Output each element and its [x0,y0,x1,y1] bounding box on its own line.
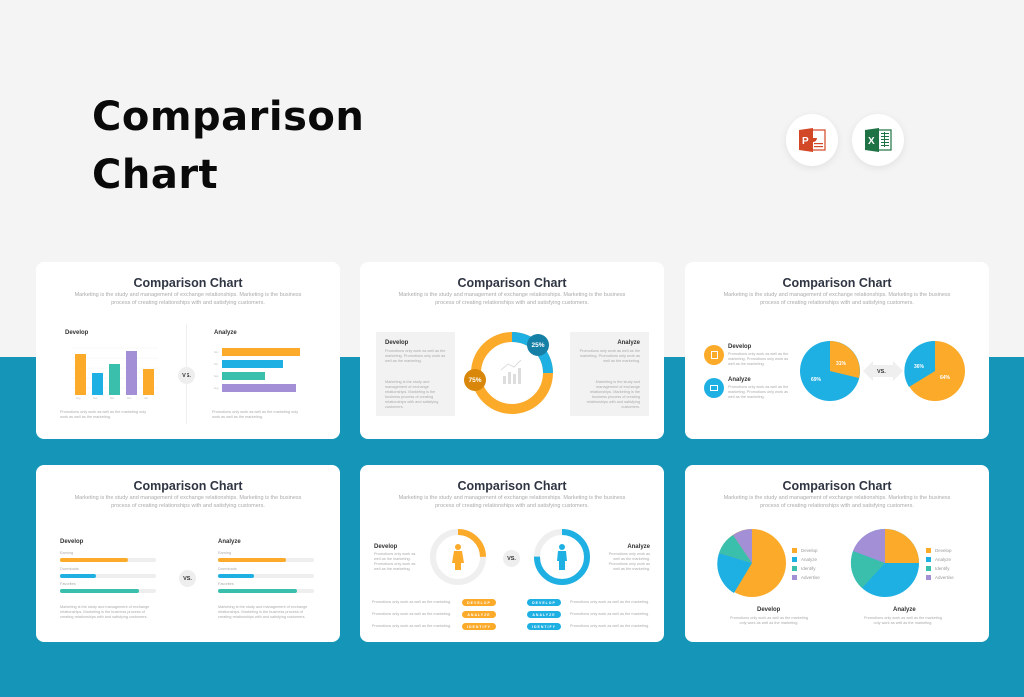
card-title: Comparison Chart [457,479,567,493]
svg-text:P: P [802,136,809,147]
card-subtitle: Marketing is the study and management of… [74,292,302,306]
svg-text:VS.: VS. [877,369,886,375]
legend-develop: Develop [926,548,952,553]
card-title: Comparison Chart [782,276,892,290]
card-title: Comparison Chart [782,479,892,493]
slide-card-segment-pies[interactable]: Comparison Chart Marketing is the study … [685,465,989,642]
excel-icon: X [852,114,904,166]
hero-title: Comparison Chart [92,94,365,198]
document-icon [704,345,724,365]
develop-label: Develop [65,330,89,336]
svg-text:Aug: Aug [214,387,219,390]
card-subtitle: Marketing is the study and management of… [398,495,626,509]
card-title: Comparison Chart [133,276,243,290]
vs-badge: VS. [179,570,196,587]
pct-badge-75: 75% [464,369,486,391]
powerpoint-icon: P [786,114,838,166]
svg-text:64%: 64% [940,375,951,381]
vs-badge: VS. [503,550,520,567]
slide-card-progress[interactable]: Comparison Chart Marketing is the study … [36,465,340,642]
legend-advertise: Advertise [926,575,954,580]
svg-text:Nov: Nov [110,397,115,400]
legend-identify: Identify [926,566,950,571]
analyze-pill[interactable]: ANALYZE [527,611,561,618]
slide-card-person-rings[interactable]: Comparison Chart Marketing is the study … [360,465,664,642]
svg-text:36%: 36% [914,364,925,370]
slide-card-bar-chart[interactable]: Comparison Chart Marketing is the study … [36,262,340,439]
analyze-pie-chart [850,528,919,597]
card-title: Comparison Chart [133,479,243,493]
legend-advertise: Advertise [792,575,820,580]
svg-text:Sep: Sep [93,397,98,400]
pie-chart-right: 36% 64% [904,340,965,401]
develop-pie-chart [717,529,786,597]
card-subtitle: Marketing is the study and management of… [723,292,951,306]
divider [186,324,187,424]
female-ring-chart [430,529,486,585]
legend-analyze: Analyze [792,557,817,562]
svg-text:Aug: Aug [76,397,81,400]
svg-text:Oct: Oct [214,363,218,366]
svg-text:31%: 31% [836,361,847,367]
card-subtitle: Marketing is the study and management of… [398,292,626,306]
legend-analyze: Analyze [926,557,951,562]
identify-pill[interactable]: IDENTIFY [462,623,496,630]
analyze-caption: Promotions only work as well as the mark… [212,410,299,419]
svg-text:Sep: Sep [214,375,219,378]
analyze-label: Analyze [214,330,237,336]
svg-text:Jan: Jan [144,397,149,400]
slide-card-two-pies[interactable]: Comparison Chart Marketing is the study … [685,262,989,439]
male-ring-chart [534,529,590,585]
card-icon [704,378,724,398]
develop-pill[interactable]: DEVELOP [527,599,561,606]
svg-text:X: X [868,136,875,147]
svg-text:Nov: Nov [214,351,219,354]
pct-badge-25: 25% [527,334,549,356]
slide-card-donut[interactable]: Comparison Chart Marketing is the study … [360,262,664,439]
card-subtitle: Marketing is the study and management of… [723,495,951,509]
legend-identify: Identify [792,566,816,571]
develop-caption: Promotions only work as well as the mark… [60,410,147,419]
pie-chart-left: 31% 69% [800,341,860,401]
develop-bar-chart: Aug Sep Nov Dec Jan [72,347,158,400]
analyze-pill[interactable]: ANALYZE [462,611,496,618]
vs-arrow: VS. [863,361,903,381]
svg-text:69%: 69% [811,377,822,383]
card-subtitle: Marketing is the study and management of… [74,495,302,509]
develop-pill[interactable]: DEVELOP [462,599,496,606]
card-title: Comparison Chart [457,276,567,290]
develop-panel: Develop Promotions only work as well as … [376,332,455,416]
identify-pill[interactable]: IDENTIFY [527,623,561,630]
svg-text:Dec: Dec [127,397,132,400]
analyze-bar-chart: Nov Oct Sep Aug [214,348,300,392]
analyze-panel: Analyze Promotions only work as well as … [570,332,649,416]
legend-develop: Develop [792,548,818,553]
